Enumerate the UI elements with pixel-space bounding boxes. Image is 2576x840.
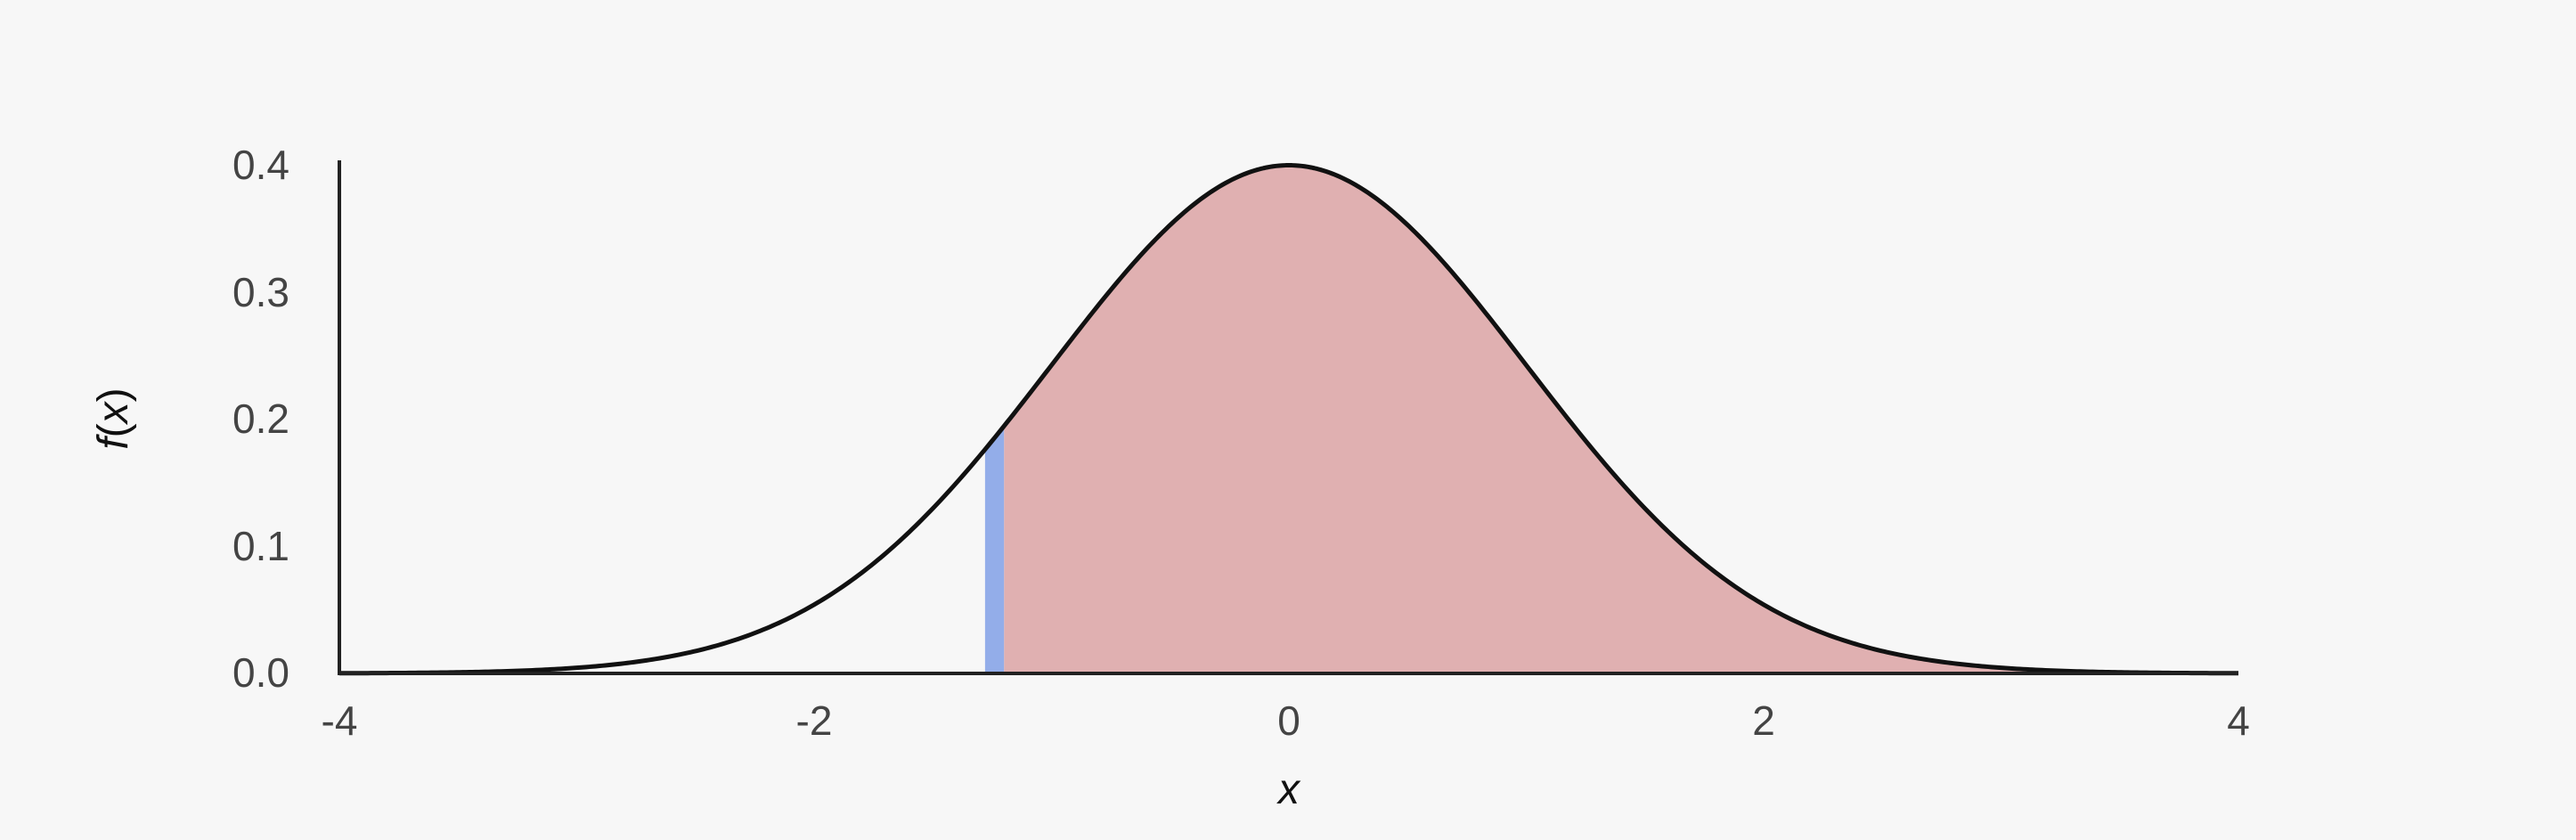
y-tick-label: 0.3	[232, 269, 289, 315]
marker-band	[984, 426, 1005, 673]
density-curve	[338, 163, 2239, 676]
x-tick-label: 0	[1277, 697, 1300, 744]
x-tick-label: -4	[322, 697, 358, 744]
axes	[338, 160, 2238, 675]
x-tick-label: 4	[2227, 697, 2250, 744]
shaded-area	[1004, 165, 2238, 673]
y-axis-title: f(x)	[90, 387, 137, 449]
y-tick-label: 0.0	[232, 649, 289, 696]
y-axis-title-open-paren: (	[90, 423, 137, 437]
y-tick-label: 0.4	[232, 142, 289, 188]
y-axis-title-close-paren: )	[90, 387, 137, 402]
x-tick-labels: -4 -2 0 2 4	[322, 697, 2250, 744]
x-axis-title: x	[1276, 766, 1301, 813]
y-tick-labels: 0.0 0.1 0.2 0.3 0.4	[232, 142, 289, 696]
y-tick-label: 0.1	[232, 523, 289, 569]
x-tick-label: 2	[1752, 697, 1775, 744]
plot-area	[338, 163, 2239, 676]
x-tick-label: -2	[796, 697, 833, 744]
y-tick-label: 0.2	[232, 396, 289, 442]
y-axis-title-x: x	[90, 400, 137, 425]
